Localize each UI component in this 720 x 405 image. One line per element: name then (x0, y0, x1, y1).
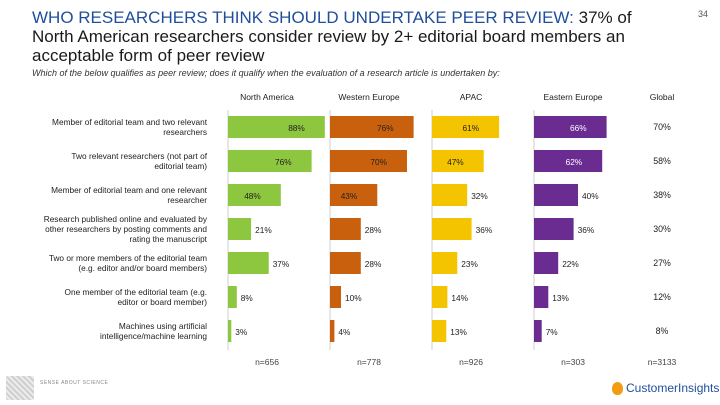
series-header-global: Global (650, 92, 675, 102)
data-label-eastern-europe: 36% (578, 225, 595, 235)
data-label-eastern-europe: 22% (562, 259, 579, 269)
data-label-north-america: 88% (288, 123, 305, 133)
data-label-apac: 14% (451, 293, 468, 303)
sample-size-north-america: n=656 (255, 357, 279, 367)
bar-eastern-europe (534, 218, 574, 240)
data-label-global: 58% (653, 156, 671, 166)
bar-apac (432, 218, 472, 240)
data-label-north-america: 21% (255, 225, 272, 235)
data-label-eastern-europe: 62% (566, 157, 583, 167)
data-label-global: 8% (656, 326, 669, 336)
bar-north-america (228, 218, 252, 240)
bar-eastern-europe (534, 150, 603, 172)
page-number: 34 (697, 9, 708, 19)
data-label-western-europe: 43% (341, 191, 358, 201)
category-label: Two relevant researchers (not part of edi… (71, 151, 207, 171)
bar-apac (432, 286, 448, 308)
data-label-north-america: 3% (235, 327, 248, 337)
data-label-eastern-europe: 66% (570, 123, 587, 133)
bar-north-america (228, 286, 237, 308)
bar-apac (432, 252, 458, 274)
customer-insights-logo: CustomerInsights (612, 381, 719, 395)
bar-eastern-europe (534, 320, 542, 342)
data-label-western-europe: 28% (365, 225, 382, 235)
bar-north-america (228, 116, 325, 138)
category-label: Member of editorial team and two relevan… (52, 117, 208, 137)
data-label-global: 27% (653, 258, 671, 268)
sample-size-global: n=3133 (648, 357, 677, 367)
data-label-eastern-europe: 7% (546, 327, 559, 337)
data-label-global: 38% (653, 190, 671, 200)
bar-western-europe (330, 252, 361, 274)
bar-north-america (228, 320, 232, 342)
data-label-north-america: 48% (244, 191, 261, 201)
data-label-eastern-europe: 40% (582, 191, 599, 201)
data-label-western-europe: 10% (345, 293, 362, 303)
series-header-apac: APAC (460, 92, 483, 102)
sample-size-western-europe: n=778 (357, 357, 381, 367)
data-label-apac: 61% (462, 123, 479, 133)
data-label-north-america: 37% (273, 259, 290, 269)
category-label: Member of editorial team and one relevan… (51, 185, 208, 205)
data-label-western-europe: 4% (338, 327, 351, 337)
sense-about-science-logo: SENSE ABOUT SCIENCE (40, 380, 109, 386)
category-label: Research published online and evaluated … (44, 214, 208, 244)
survey-question: Which of the below qualifies as peer rev… (32, 68, 500, 78)
bar-north-america (228, 252, 269, 274)
data-label-north-america: 8% (241, 293, 254, 303)
data-label-north-america: 76% (275, 157, 292, 167)
bar-eastern-europe (534, 252, 559, 274)
data-label-global: 12% (653, 292, 671, 302)
bar-western-europe (330, 150, 407, 172)
title-rest: 37% of North American researchers consid… (32, 8, 632, 65)
bar-north-america (228, 184, 281, 206)
data-label-apac: 36% (476, 225, 493, 235)
data-label-western-europe: 70% (370, 157, 387, 167)
bar-north-america (228, 150, 312, 172)
customer-insights-name: CustomerInsights (626, 381, 720, 395)
bar-western-europe (330, 116, 414, 138)
category-label: Two or more members of the editorial tea… (49, 253, 207, 273)
data-label-apac: 32% (471, 191, 488, 201)
bar-western-europe (330, 218, 361, 240)
data-label-eastern-europe: 13% (552, 293, 569, 303)
data-label-western-europe: 28% (365, 259, 382, 269)
bar-eastern-europe (534, 116, 607, 138)
bar-eastern-europe (534, 286, 549, 308)
title-highlight: WHO RESEARCHERS THINK SHOULD UNDERTAKE P… (32, 8, 574, 27)
bar-eastern-europe (534, 184, 578, 206)
bar-apac (432, 184, 468, 206)
bar-western-europe (330, 184, 378, 206)
bar-apac (432, 150, 484, 172)
bar-western-europe (330, 320, 335, 342)
data-label-apac: 13% (450, 327, 467, 337)
category-label: One member of the editorial team (e.g. ed… (65, 287, 208, 307)
series-header-north-america: North America (240, 92, 294, 102)
slide-title: WHO RESEARCHERS THINK SHOULD UNDERTAKE P… (32, 8, 672, 65)
sample-size-apac: n=926 (459, 357, 483, 367)
bar-apac (432, 320, 447, 342)
data-label-global: 70% (653, 122, 671, 132)
series-header-eastern-europe: Eastern Europe (543, 92, 602, 102)
bar-apac (432, 116, 500, 138)
series-header-western-europe: Western Europe (338, 92, 400, 102)
bar-western-europe (330, 286, 341, 308)
data-label-global: 30% (653, 224, 671, 234)
lightbulb-icon (612, 381, 623, 395)
data-label-apac: 47% (447, 157, 464, 167)
sample-size-eastern-europe: n=303 (561, 357, 585, 367)
category-label: Machines using artificial intelligence/ma… (100, 321, 207, 341)
elsevier-logo (6, 376, 34, 400)
data-label-western-europe: 76% (377, 123, 394, 133)
data-label-apac: 23% (461, 259, 478, 269)
